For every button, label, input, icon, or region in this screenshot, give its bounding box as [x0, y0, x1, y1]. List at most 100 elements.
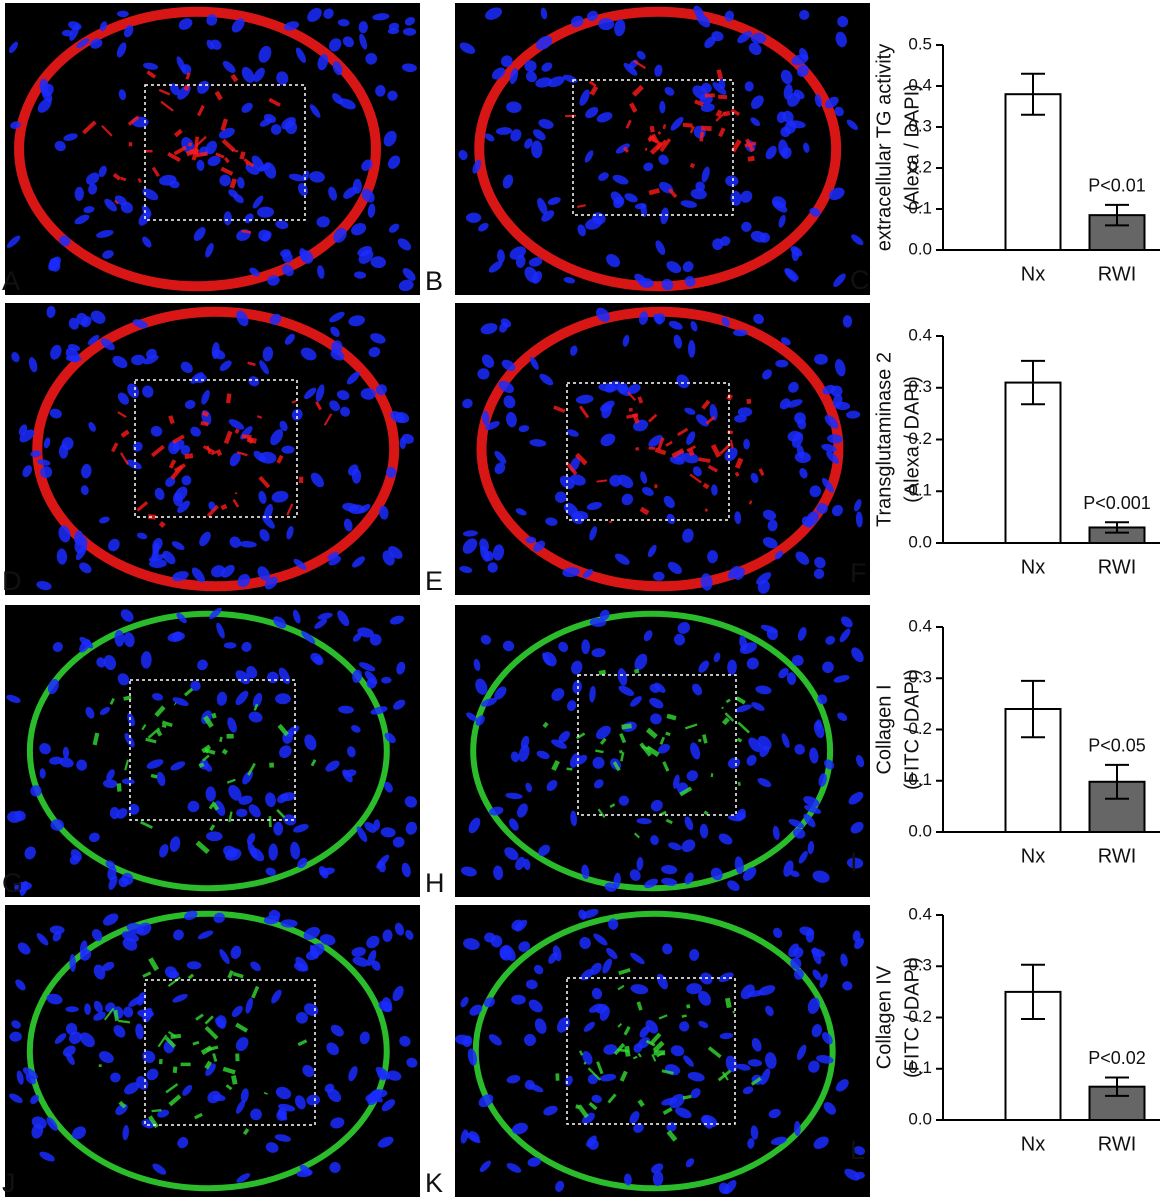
nucleus	[817, 694, 828, 705]
stain-fiber	[136, 501, 149, 512]
nucleus	[473, 658, 481, 671]
nucleus	[252, 692, 263, 708]
nucleus	[127, 712, 135, 727]
stain-fiber	[253, 703, 259, 711]
nucleus	[845, 410, 861, 419]
stain-fiber	[659, 138, 672, 153]
stain-fiber	[164, 1036, 177, 1049]
nucleus	[69, 954, 76, 972]
nucleus	[614, 553, 630, 565]
stain-fiber	[241, 229, 252, 234]
nucleus	[765, 145, 777, 160]
panel-label: A	[2, 266, 20, 296]
nucleus	[176, 612, 187, 624]
nucleus	[394, 922, 405, 936]
nucleus	[589, 685, 596, 703]
nucleus	[387, 90, 398, 101]
nucleus	[85, 706, 95, 719]
nucleus	[511, 994, 526, 1005]
nucleus	[197, 659, 208, 671]
nucleus	[492, 544, 505, 561]
nucleus	[30, 450, 42, 458]
stain-fiber	[689, 162, 696, 169]
nucleus	[81, 463, 92, 479]
stain-fiber	[276, 454, 284, 464]
stain-fiber	[137, 177, 142, 184]
nucleus	[465, 1132, 481, 1144]
stain-fiber	[662, 124, 667, 130]
nucleus	[99, 516, 110, 524]
nucleus	[347, 746, 356, 758]
nucleus	[724, 447, 738, 462]
nucleus	[806, 511, 819, 526]
nucleus	[704, 36, 716, 49]
nucleus	[822, 1032, 833, 1045]
nucleus	[595, 307, 610, 323]
stain-fiber	[596, 1061, 604, 1075]
nucleus	[462, 398, 473, 409]
nucleus	[759, 232, 771, 243]
stain-fiber	[120, 429, 130, 438]
nucleus	[369, 633, 382, 646]
nucleus	[833, 273, 846, 287]
nucleus	[180, 361, 193, 374]
nucleus	[831, 504, 843, 517]
nucleus	[791, 54, 809, 66]
y-axis-label: Collagen IV	[873, 965, 895, 1069]
nucleus	[258, 490, 267, 504]
nucleus	[854, 499, 862, 512]
nucleus	[205, 831, 223, 842]
nucleus	[283, 21, 300, 31]
nucleus	[222, 60, 236, 74]
nucleus	[484, 133, 495, 142]
nucleus	[670, 116, 684, 131]
nucleus	[794, 744, 805, 755]
roi-box	[144, 84, 306, 221]
nucleus	[491, 67, 506, 80]
stain-fiber	[607, 1093, 617, 1104]
nucleus	[96, 229, 114, 238]
nucleus	[483, 997, 495, 1008]
nucleus	[558, 641, 569, 653]
nucleus	[19, 429, 35, 443]
nucleus	[737, 407, 753, 417]
nucleus	[784, 268, 799, 281]
nucleus	[280, 919, 298, 928]
stain-fiber	[648, 446, 656, 450]
panel-label: G	[2, 868, 23, 898]
nucleus	[617, 474, 634, 489]
stain-fiber	[657, 437, 665, 450]
stain-fiber	[589, 85, 599, 96]
nucleus	[605, 380, 621, 393]
nucleus	[239, 540, 257, 548]
nucleus	[30, 1094, 40, 1105]
nucleus	[812, 969, 822, 981]
nucleus	[338, 98, 356, 110]
roi-box	[572, 79, 734, 216]
nucleus	[103, 913, 119, 926]
nucleus	[811, 948, 826, 957]
nucleus	[650, 713, 662, 725]
nucleus	[304, 1003, 319, 1016]
nucleus	[765, 1005, 774, 1017]
nucleus	[343, 186, 358, 199]
nucleus	[809, 747, 819, 764]
nucleus	[812, 870, 830, 883]
nucleus	[485, 7, 503, 20]
nucleus	[475, 678, 488, 695]
stain-fiber	[627, 391, 637, 401]
nucleus	[302, 1064, 315, 1078]
nucleus	[112, 355, 128, 369]
nucleus	[236, 808, 248, 818]
nucleus	[366, 677, 377, 689]
stain-fiber	[113, 1009, 119, 1022]
nucleus	[686, 983, 703, 995]
nucleus	[724, 10, 735, 22]
nucleus	[591, 648, 606, 658]
stain-fiber	[208, 801, 216, 810]
nucleus	[741, 221, 752, 232]
stain-fiber	[689, 125, 695, 134]
nucleus	[373, 819, 381, 831]
capsule	[474, 6, 842, 292]
